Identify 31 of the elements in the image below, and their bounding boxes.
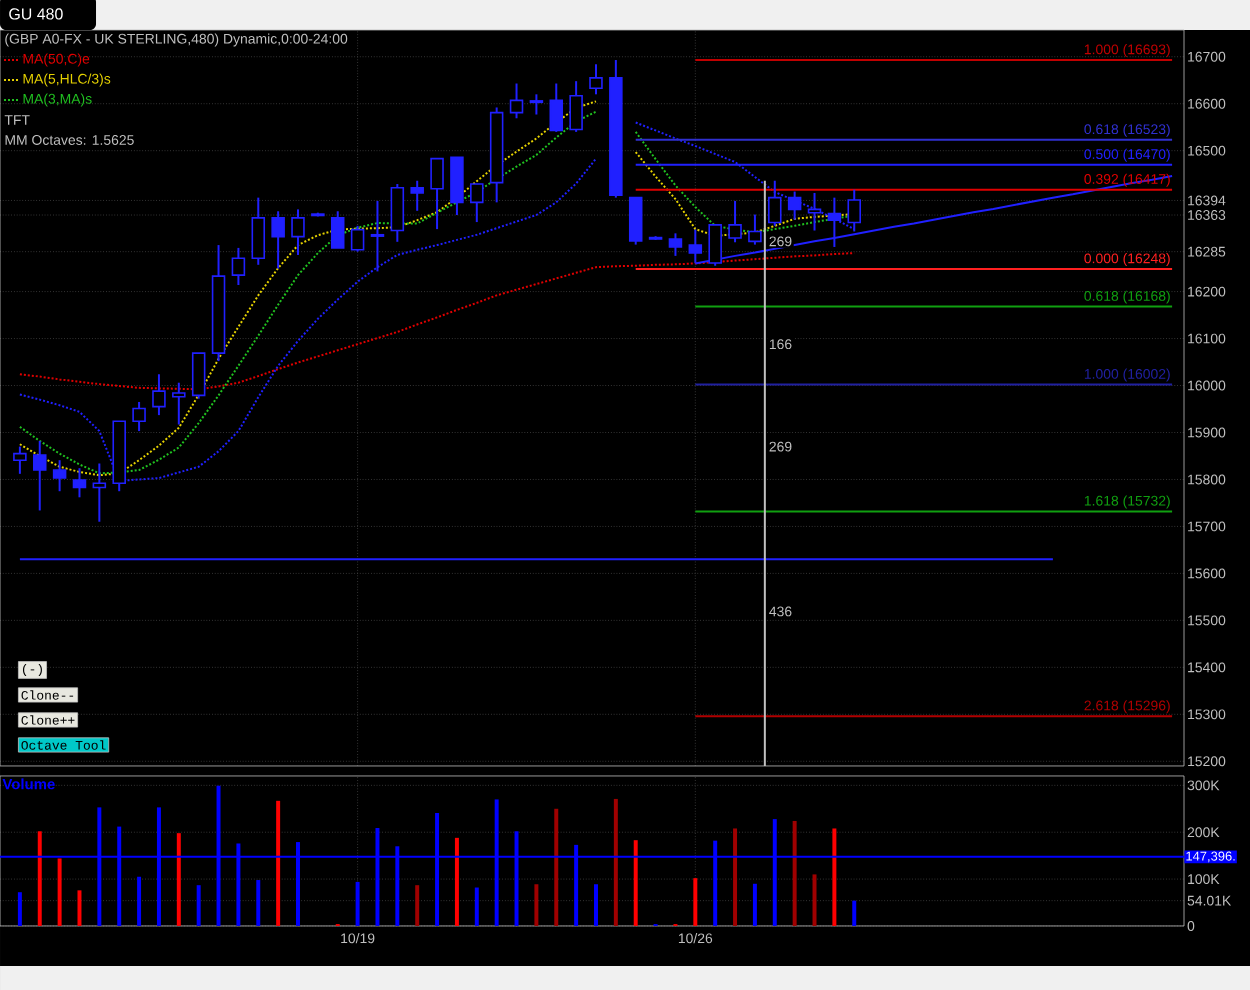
candlestick: [271, 210, 285, 270]
candlestick: [72, 467, 87, 499]
candlestick: [152, 373, 166, 417]
candlestick: [748, 213, 762, 246]
candlestick: [549, 82, 564, 133]
candlestick: [330, 210, 345, 249]
candlestick: [291, 208, 305, 256]
candlestick: [450, 156, 464, 217]
candlestick: [132, 400, 146, 433]
candlestick: [470, 183, 484, 224]
candlestick: [390, 183, 405, 243]
candlestick: [589, 63, 603, 96]
candlestick: [191, 352, 206, 400]
candlestick: [32, 439, 47, 512]
candlestick: [410, 179, 424, 212]
candlestick: [13, 445, 27, 475]
candlestick: [251, 196, 266, 266]
candlestick: [728, 199, 742, 244]
candlestick: [370, 199, 385, 273]
candlestick: [52, 459, 67, 493]
candlestick: [787, 190, 802, 221]
candlestick: [92, 462, 107, 523]
candlestick: [350, 224, 365, 253]
candlestick: [668, 232, 683, 257]
candlestick: [529, 93, 544, 116]
candlestick: [430, 157, 444, 231]
candlestick: [569, 80, 583, 133]
candlestick: [231, 246, 246, 287]
candlestick: [509, 82, 524, 120]
candlestick: [628, 196, 643, 246]
candlestick: [172, 381, 186, 426]
